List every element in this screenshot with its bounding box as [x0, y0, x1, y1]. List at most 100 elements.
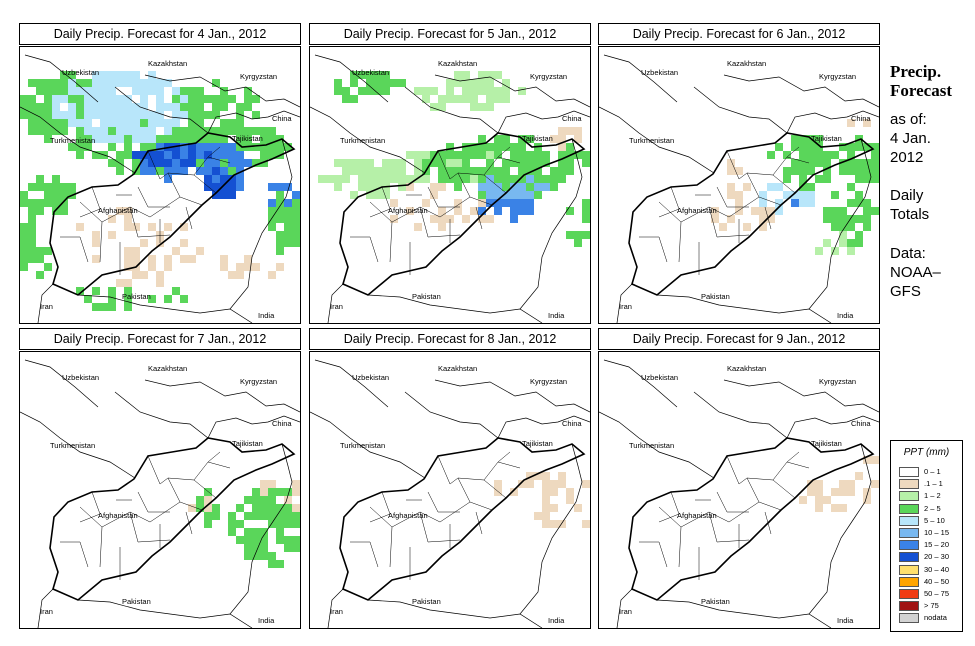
- map-label-afghanistan: Afghanistan: [98, 511, 138, 520]
- country-border: [37, 283, 54, 323]
- precip-grid: [318, 71, 590, 247]
- province-border: [79, 186, 101, 218]
- side-totals-line2: Totals: [890, 206, 930, 223]
- map-label-tajikistan: Tajikistan: [811, 134, 842, 143]
- map-label-uzbekistan: Uzbekistan: [352, 373, 389, 382]
- country-border: [656, 599, 832, 628]
- province-border: [746, 477, 760, 503]
- map-label-kyrgyzstan: Kyrgyzstan: [819, 72, 856, 81]
- province-border: [193, 461, 231, 481]
- map-label-afghanistan: Afghanistan: [677, 511, 717, 520]
- map-label-pakistan: Pakistan: [122, 597, 151, 606]
- map-label-afghanistan: Afghanistan: [677, 206, 717, 215]
- legend-label: 0 – 1: [924, 467, 941, 476]
- province-border: [497, 451, 511, 463]
- panel-title: Daily Precip. Forecast for 7 Jan., 2012: [19, 328, 301, 350]
- map-label-iran: Iran: [330, 302, 343, 311]
- map-label-iran: Iran: [40, 607, 53, 616]
- map-label-china: China: [562, 419, 582, 428]
- country-border: [786, 110, 879, 134]
- legend-swatch: [899, 564, 919, 575]
- province-border: [708, 206, 718, 238]
- map-label-india: India: [837, 616, 854, 625]
- map-label-tajikistan: Tajikistan: [232, 439, 263, 448]
- province-border: [457, 172, 471, 198]
- map-label-tajikistan: Tajikistan: [811, 439, 842, 448]
- legend-item: > 75: [899, 601, 959, 612]
- province-border: [167, 172, 181, 198]
- country-border: [723, 74, 879, 108]
- country-border: [207, 110, 300, 134]
- country-border: [497, 110, 590, 134]
- legend-item: 30 – 40: [899, 564, 959, 576]
- province-border: [746, 172, 760, 198]
- country-border: [367, 599, 543, 628]
- forecast-panel-day1: Daily Precip. Forecast for 4 Jan., 2012 …: [19, 23, 301, 324]
- map-label-pakistan: Pakistan: [122, 292, 151, 301]
- legend-swatch: [899, 601, 919, 612]
- panel-title: Daily Precip. Forecast for 9 Jan., 2012: [598, 328, 880, 350]
- legend-swatch: [899, 491, 919, 502]
- side-title: Precip. Forecast: [890, 62, 952, 100]
- map-label-india: India: [548, 616, 565, 625]
- map-label-afghanistan: Afghanistan: [388, 206, 428, 215]
- map-label-china: China: [272, 114, 292, 123]
- province-border: [137, 491, 170, 513]
- legend-label: 1 – 2: [924, 491, 941, 501]
- map-label-turkmenistan: Turkmenistan: [629, 136, 674, 145]
- map-label-afghanistan: Afghanistan: [388, 511, 428, 520]
- precip-grid: [799, 456, 879, 512]
- legend-item: 0 – 1: [899, 467, 959, 478]
- country-border: [327, 588, 344, 628]
- map-label-india: India: [837, 311, 854, 320]
- country-border: [808, 443, 872, 615]
- afghanistan-outline: [49, 132, 296, 296]
- precip-grid: [494, 472, 590, 528]
- legend-label: > 75: [924, 601, 939, 611]
- province-border: [419, 511, 429, 543]
- map-label-iran: Iran: [330, 607, 343, 616]
- legend-swatch: [899, 589, 919, 599]
- map-label-india: India: [258, 311, 275, 320]
- province-border: [137, 234, 171, 238]
- country-border: [37, 588, 54, 628]
- legend-label: 10 – 15: [924, 528, 950, 537]
- map-label-india: India: [258, 616, 275, 625]
- legend-swatch: [899, 576, 919, 587]
- map-label-pakistan: Pakistan: [701, 292, 730, 301]
- province-border: [427, 186, 460, 208]
- map-label-pakistan: Pakistan: [412, 292, 441, 301]
- legend-swatch: [899, 467, 919, 477]
- province-border: [147, 150, 217, 194]
- forecast-panel-day4: Daily Precip. Forecast for 7 Jan., 2012 …: [19, 328, 301, 629]
- country-border: [808, 138, 872, 310]
- afghanistan-outline: [49, 437, 296, 601]
- map-label-tajikistan: Tajikistan: [232, 134, 263, 143]
- country-border: [24, 54, 99, 103]
- map-label-kyrgyzstan: Kyrgyzstan: [530, 377, 567, 386]
- map-label-turkmenistan: Turkmenistan: [50, 136, 95, 145]
- province-border: [658, 491, 680, 523]
- precip-map: Kazakhstan Uzbekistan Kyrgyzstan China Turkm…: [309, 351, 591, 629]
- map-label-uzbekistan: Uzbekistan: [641, 68, 678, 77]
- legend-label: 50 – 75: [924, 589, 950, 598]
- legend-item: 50 – 75: [899, 589, 959, 600]
- map-label-tajikistan: Tajikistan: [522, 134, 553, 143]
- side-data-source: Data: NOAA– GFS: [890, 244, 941, 301]
- map-canvas: Kazakhstan Uzbekistan Kyrgyzstan China Turkm…: [599, 359, 879, 628]
- map-label-iran: Iran: [619, 607, 632, 616]
- precip-grid: [20, 71, 300, 311]
- map-label-turkmenistan: Turkmenistan: [629, 441, 674, 450]
- map-label-china: China: [851, 419, 871, 428]
- country-border: [207, 415, 300, 439]
- map-label-uzbekistan: Uzbekistan: [62, 68, 99, 77]
- forecast-panel-day5: Daily Precip. Forecast for 8 Jan., 2012 …: [309, 328, 591, 629]
- country-border: [229, 443, 293, 615]
- legend-swatch: [899, 552, 919, 563]
- side-asof: as of: 4 Jan. 2012: [890, 110, 931, 167]
- country-border: [693, 86, 788, 134]
- province-border: [369, 186, 391, 218]
- legend-label: 2 – 5: [924, 503, 941, 513]
- side-asof-line1: as of:: [890, 111, 927, 128]
- province-border: [457, 477, 471, 503]
